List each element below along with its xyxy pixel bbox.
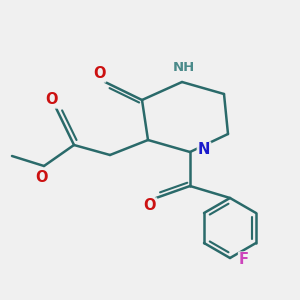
- Text: O: O: [144, 199, 156, 214]
- Text: O: O: [46, 92, 58, 107]
- Text: O: O: [35, 169, 47, 184]
- Text: NH: NH: [173, 61, 195, 74]
- Text: F: F: [239, 253, 249, 268]
- Text: O: O: [93, 67, 105, 82]
- Text: N: N: [198, 142, 210, 158]
